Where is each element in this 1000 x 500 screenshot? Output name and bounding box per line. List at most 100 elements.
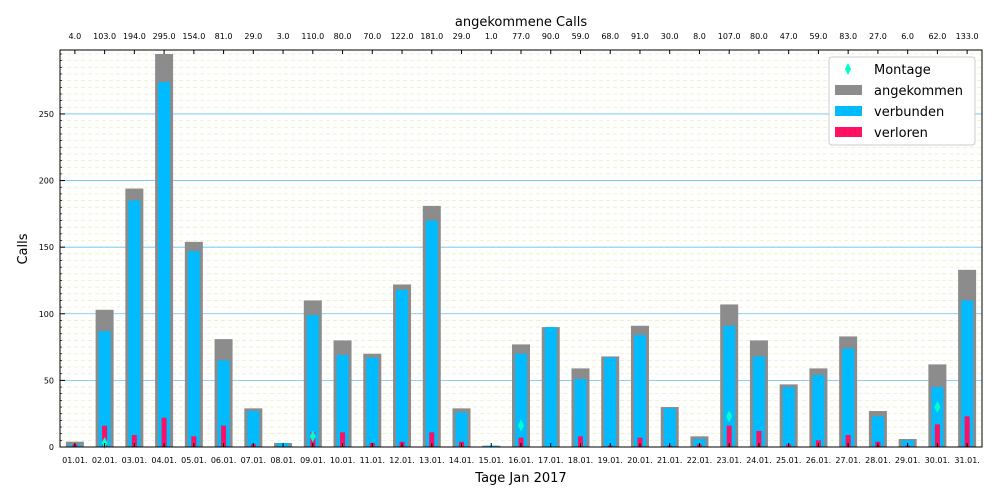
- x-tick-label: 12.01.: [389, 456, 414, 465]
- major-grid: [60, 113, 982, 381]
- legend-swatch-verloren: [835, 127, 862, 137]
- x-tick-label: 17.01.: [538, 456, 563, 465]
- bar-verloren: [161, 417, 167, 447]
- top-tick-label: 77.0: [512, 32, 530, 41]
- bar-verbunden: [425, 220, 438, 447]
- bar-verloren: [637, 437, 643, 447]
- top-tick-label: 91.0: [631, 32, 649, 41]
- y-tick-label: 150: [39, 243, 54, 252]
- top-tick-label: 83.0: [839, 32, 857, 41]
- top-tick-label: 30.0: [661, 32, 679, 41]
- x-tick-label: 01.01.: [62, 456, 87, 465]
- x-tick-label: 24.01.: [746, 456, 771, 465]
- top-tick-label: 133.0: [956, 32, 979, 41]
- x-tick-label: 29.01.: [895, 456, 920, 465]
- bar-verbunden: [217, 360, 230, 447]
- x-tick-label: 25.01.: [776, 456, 801, 465]
- top-tick-label: 6.0: [901, 32, 914, 41]
- bar-verloren: [964, 416, 970, 447]
- bar-verbunden: [98, 331, 111, 447]
- x-tick-label: 23.01.: [716, 456, 741, 465]
- x-tick-label: 28.01.: [865, 456, 890, 465]
- top-tick-label: 47.0: [780, 32, 798, 41]
- bar-verloren: [934, 424, 940, 447]
- top-tick-label: 80.0: [750, 32, 768, 41]
- x-tick-label: 16.01.: [508, 456, 533, 465]
- x-tick-label: 14.01.: [449, 456, 474, 465]
- montage-marker: [518, 419, 524, 432]
- legend-box: [828, 56, 976, 146]
- x-tick-label: 30.01.: [925, 456, 950, 465]
- top-tick-label: 122.0: [391, 32, 414, 41]
- x-tick-label: 06.01.: [211, 456, 236, 465]
- bar-verbunden: [306, 315, 319, 447]
- x-tick-label: 10.01.: [330, 456, 355, 465]
- bar-verloren: [756, 431, 762, 447]
- top-tick-label: 110.0: [301, 32, 324, 41]
- top-tick-label: 27.0: [869, 32, 887, 41]
- bar-verbunden: [812, 375, 825, 447]
- montage-marker: [309, 430, 316, 443]
- bar-verbunden: [961, 300, 974, 447]
- top-tick-label: 68.0: [601, 32, 619, 41]
- top-tick-label: 1.0: [485, 32, 498, 41]
- top-tick-label: 70.0: [363, 32, 381, 41]
- bar-verbunden: [158, 81, 171, 448]
- y-tick-label: 0: [49, 443, 54, 452]
- top-tick-label: 59.0: [572, 32, 590, 41]
- x-tick-label: 08.01.: [270, 456, 295, 465]
- bar-verbunden: [782, 387, 795, 447]
- x-tick-label: 20.01.: [627, 456, 652, 465]
- x-tick-label: 22.01.: [687, 456, 712, 465]
- bar-verloren: [518, 437, 524, 447]
- legend-swatch-verbunden: [835, 106, 862, 116]
- x-tick-label: 27.01.: [835, 456, 860, 465]
- x-tick-label: 18.01.: [568, 456, 593, 465]
- bar-verloren: [577, 436, 583, 447]
- bar-verbunden: [455, 412, 468, 447]
- x-tick-label: 09.01.: [300, 456, 325, 465]
- top-tick-label: 181.0: [420, 32, 443, 41]
- bar-verloren: [726, 425, 732, 447]
- top-tick-label: 90.0: [542, 32, 560, 41]
- legend-swatch-montage: [845, 63, 851, 75]
- top-tick-label: 80.0: [334, 32, 352, 41]
- legend: Montage angekommen verbunden verloren: [828, 56, 976, 146]
- top-tick-label: 81.0: [215, 32, 233, 41]
- bars-verbunden: [68, 81, 974, 448]
- x-tick-label: 19.01.: [597, 456, 622, 465]
- top-tick-label: 295.0: [153, 32, 176, 41]
- top-tick-label: 103.0: [93, 32, 116, 41]
- bar-verbunden: [752, 356, 765, 447]
- x-axis: 01.01. 02.01. 03.01. 04.01. 05.01. 06.01. 07.0…: [62, 443, 980, 465]
- top-axis: 4.0 103.0 194.0 295.0 154.0 81.0 29.0 3.0 110.0 8…: [69, 32, 979, 54]
- chart-title: angekommene Calls: [455, 15, 587, 30]
- bar-verloren: [340, 432, 346, 447]
- bar-verloren: [845, 435, 851, 447]
- legend-label-angekommen: angekommen: [874, 84, 963, 99]
- bar-verbunden: [871, 416, 884, 447]
- top-tick-label: 29.0: [453, 32, 471, 41]
- top-tick-label: 29.0: [244, 32, 262, 41]
- montage-marker: [934, 401, 941, 414]
- bar-verbunden: [633, 335, 646, 447]
- x-tick-label: 21.01.: [657, 456, 682, 465]
- top-tick-label: 62.0: [928, 32, 946, 41]
- x-tick-label: 31.01.: [954, 456, 979, 465]
- y-tick-label: 200: [39, 177, 54, 186]
- x-tick-label: 05.01.: [181, 456, 206, 465]
- bar-verbunden: [396, 289, 409, 447]
- bar-verbunden: [663, 408, 676, 447]
- bar-verbunden: [931, 387, 944, 447]
- y-axis-label: Calls: [16, 233, 31, 264]
- top-tick-label: 107.0: [718, 32, 741, 41]
- bar-verbunden: [604, 357, 617, 447]
- legend-swatch-angekommen: [835, 85, 862, 95]
- bar-verbunden: [842, 348, 855, 447]
- bar-verbunden: [515, 353, 527, 447]
- y-axis: 0 50 100 150 200 250: [39, 53, 65, 452]
- bar-verloren: [221, 425, 227, 447]
- bar-verbunden: [723, 325, 736, 447]
- top-tick-label: 3.0: [277, 32, 290, 41]
